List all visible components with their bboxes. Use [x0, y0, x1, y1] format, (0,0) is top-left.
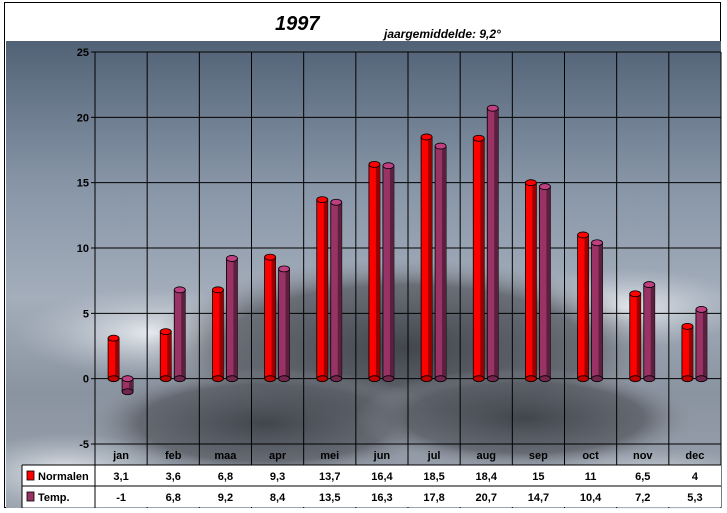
bar-temp-feb — [173, 286, 186, 383]
bar-normalen-maa — [212, 286, 224, 383]
data-label-1-mei: 13,7 — [319, 471, 340, 483]
legend-label-2: Temp. — [38, 492, 70, 504]
y-tick-label: 25 — [77, 47, 89, 59]
bar-normalen-nov — [629, 290, 642, 383]
bar-normalen-dec — [681, 322, 694, 383]
data-label-1-feb: 3,6 — [166, 471, 181, 483]
data-label-2-jun: 16,3 — [371, 492, 392, 504]
data-label-1-jan: 3,1 — [113, 471, 128, 483]
bar-temp-jul — [434, 142, 447, 383]
sky-background — [5, 41, 722, 509]
x-tick-label-maa: maa — [214, 450, 237, 462]
bars — [107, 104, 708, 396]
bar-temp-nov — [643, 281, 656, 383]
data-label-1-sep: 15 — [532, 471, 544, 483]
bar-normalen-sep — [525, 179, 537, 383]
bar-normalen-apr — [264, 253, 276, 383]
bar-temp-aug — [486, 104, 499, 383]
x-tick-label-jul: jul — [427, 450, 441, 462]
bar-temp-maa — [226, 255, 238, 383]
legend-swatch-2 — [26, 491, 35, 502]
bar-normalen-jul — [420, 133, 433, 383]
legend-swatch-1 — [26, 470, 35, 481]
data-label-2-nov: 7,2 — [635, 492, 650, 504]
data-label-2-jan: -1 — [116, 492, 126, 504]
bar-normalen-mei — [316, 196, 329, 383]
bar-normalen-jun — [368, 160, 381, 383]
data-label-1-oct: 11 — [585, 471, 597, 483]
legend-label-1: Normalen — [38, 471, 89, 483]
data-label-2-dec: 5,3 — [687, 492, 702, 504]
data-label-1-aug: 18,4 — [476, 471, 498, 483]
y-tick-label: 5 — [83, 308, 89, 320]
y-tick-label: -5 — [79, 439, 89, 451]
data-label-2-mei: 13,5 — [319, 492, 340, 504]
data-label-1-jun: 16,4 — [371, 471, 393, 483]
data-label-2-sep: 14,7 — [528, 492, 549, 504]
x-tick-label-feb: feb — [165, 450, 182, 462]
y-tick-label: 20 — [77, 112, 89, 124]
data-label-1-jul: 18,5 — [423, 471, 444, 483]
data-label-1-maa: 6,8 — [218, 471, 233, 483]
chart-title: 1997 — [275, 13, 320, 35]
data-label-2-aug: 20,7 — [476, 492, 497, 504]
chart-subtitle: jaargemiddelde: 9,2° — [384, 27, 501, 41]
x-tick-label-jan: jan — [112, 450, 129, 462]
x-tick-label-sep: sep — [529, 450, 548, 462]
x-tick-label-aug: aug — [476, 450, 496, 462]
data-label-2-jul: 17,8 — [423, 492, 444, 504]
y-tick-label: 15 — [77, 178, 89, 190]
bar-normalen-aug — [472, 134, 485, 383]
y-tick-label: 10 — [77, 243, 89, 255]
y-axis: -5 0 5 10 15 20 25 — [77, 47, 96, 451]
data-label-2-maa: 9,2 — [218, 492, 233, 504]
x-tick-label-nov: nov — [633, 450, 653, 462]
chart-frame: -5 0 5 10 15 20 25 jan feb maa apr mei jun jul aug sep… — [4, 2, 722, 509]
bar-temp-apr — [278, 265, 290, 383]
bar-normalen-oct — [577, 231, 589, 383]
data-label-2-oct: 10,4 — [580, 492, 602, 504]
data-label-2-feb: 6,8 — [166, 492, 181, 504]
chart: -5 0 5 10 15 20 25 jan feb maa apr mei jun jul aug sep… — [5, 41, 722, 509]
x-tick-label-oct: oct — [582, 450, 599, 462]
bar-temp-mei — [330, 198, 343, 383]
bar-temp-dec — [695, 306, 708, 383]
bar-temp-jun — [382, 162, 395, 383]
x-tick-label-apr: apr — [269, 450, 287, 462]
bar-temp-jan — [121, 375, 134, 396]
bar-temp-oct — [591, 239, 603, 383]
y-tick-label: 0 — [83, 374, 89, 386]
x-tick-label-jun: jun — [373, 450, 391, 462]
data-label-1-nov: 6,5 — [635, 471, 650, 483]
data-table: jan feb maa apr mei jun jul aug sep oct nov dec Norm… — [21, 450, 721, 508]
bar-normalen-feb — [159, 328, 172, 383]
bar-temp-sep — [539, 183, 551, 383]
data-label-1-apr: 9,3 — [270, 471, 285, 483]
x-tick-label-mei: mei — [320, 450, 339, 462]
x-tick-label-dec: dec — [685, 450, 704, 462]
data-label-1-dec: 4 — [692, 471, 699, 483]
data-label-2-apr: 8,4 — [270, 492, 286, 504]
bar-normalen-jan — [107, 334, 120, 383]
